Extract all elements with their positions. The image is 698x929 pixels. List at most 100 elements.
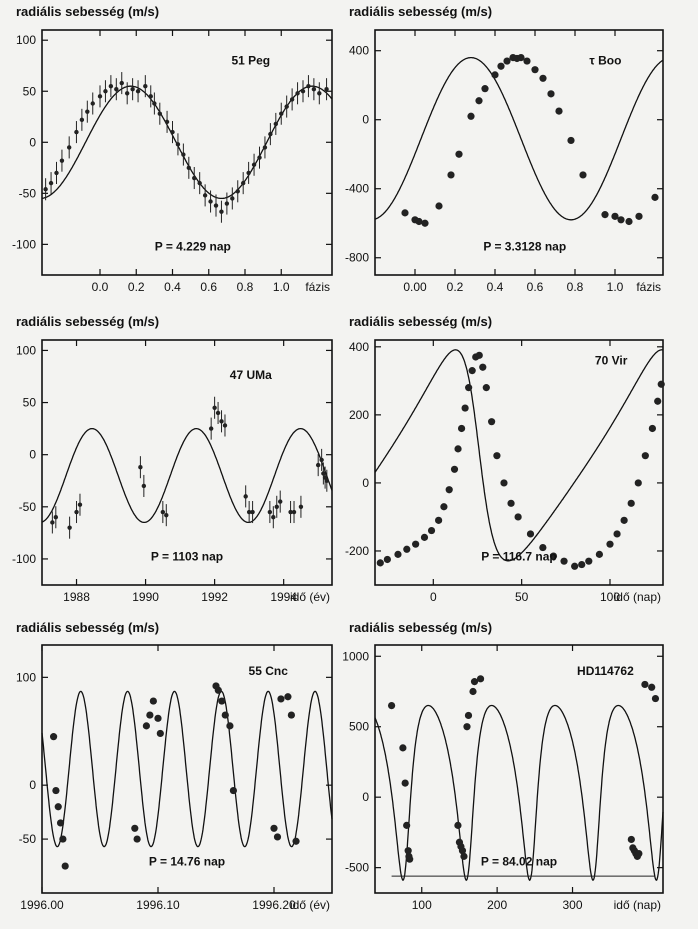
panel-1-data-point [66, 145, 72, 150]
panel-6-data-point [651, 694, 660, 703]
panel-4-data-point [500, 479, 508, 487]
panel-3-ytick-label: -50 [19, 500, 37, 514]
panel-1-ytick-label: 100 [16, 33, 36, 47]
panel-3-frame [41, 339, 333, 586]
panel-4-xtick-label: 50 [515, 590, 529, 604]
panel-1-data-point [152, 101, 157, 106]
panel-1-data-point [295, 91, 300, 96]
panel-1-period-label: P = 4.229 nap [155, 240, 231, 254]
panel-3-fit-curve [41, 427, 333, 524]
panel-1-data-point [197, 180, 202, 186]
panel-6-data-point [454, 821, 462, 829]
panel-1-data-point [224, 201, 230, 206]
panel-2-data-point [579, 171, 587, 179]
panel-1-data-point [119, 80, 124, 86]
panel-6-xtick-label: 200 [487, 898, 507, 912]
panel-6-ytick-label: -500 [345, 861, 369, 875]
panel-2-xlabel: fázis [636, 280, 661, 294]
panel-1-data-point [317, 91, 322, 96]
panel-1-data-point [300, 89, 306, 94]
panel-2-data-point [517, 54, 525, 62]
panel-6-fit-curve [374, 704, 664, 882]
panel-3-ytick-label: 0 [29, 448, 36, 462]
panel-3-data-point [324, 478, 330, 483]
panel-3-data-point [138, 464, 143, 470]
panel-4-ylabel: radiális sebesség (m/s) [349, 314, 492, 329]
panel-5-data-point [226, 722, 234, 730]
panel-3-data-point [160, 509, 166, 515]
panel-4-data-point [468, 367, 476, 375]
panel-3-ytick-label: 100 [16, 343, 36, 357]
panel-4-data-point [657, 380, 665, 388]
panel-4-frame [374, 339, 664, 586]
panel-3-data-point [215, 410, 221, 416]
panel-5-period-label: P = 14.76 nap [149, 855, 225, 869]
panel-4-ytick-label: 0 [362, 476, 369, 490]
panel-4-data-point [403, 545, 411, 553]
panel-3-data-point [164, 512, 169, 518]
panel-1-data-point [230, 196, 235, 201]
panel-1-data-point [170, 129, 175, 135]
panel-1-data-point [268, 131, 273, 137]
panel-6-data-point [476, 675, 485, 683]
panel-1-xtick-label: 0.8 [237, 280, 254, 294]
panel-4-data-point [394, 550, 402, 558]
panel-2-data-point [447, 171, 455, 179]
panel-6-ytick-label: 1000 [342, 649, 369, 663]
panel-2-data-point [491, 71, 499, 79]
panel-2-data-point [467, 112, 475, 120]
panel-3-data-point [288, 509, 293, 515]
panel-1-star-name: 51 Peg [231, 53, 270, 67]
panel-4-data-point [606, 540, 614, 548]
panel-3-xlabel: idő (év) [290, 590, 330, 604]
panel-2-data-point [481, 85, 489, 93]
panel-4-data-point [440, 503, 448, 511]
panel-5-ytick-label: 100 [16, 670, 36, 684]
panel-4-data-point [539, 543, 547, 552]
panel-2-ytick-label: 400 [349, 44, 369, 58]
panel-2-xtick-label: 0.8 [567, 280, 584, 294]
panel-6-ylabel: radiális sebesség (m/s) [349, 620, 492, 635]
panel-1-data-point [175, 142, 181, 147]
panel-5-data-point [59, 835, 67, 843]
panel-6-data-point [458, 847, 467, 855]
panel-4-data-point [412, 540, 420, 548]
panel-6-xtick-label: 300 [563, 898, 583, 912]
panel-5-data-point [270, 824, 278, 832]
panel-2-xtick-label: 0.00 [403, 280, 427, 294]
panel-1-data-point [246, 170, 251, 176]
panel-1-ytick-label: 50 [23, 84, 37, 98]
panel-4-data-point [435, 516, 443, 524]
panel-5-data-point [154, 714, 162, 722]
panel-1-data-point [251, 162, 257, 167]
panel-4-xlabel: idő (nap) [614, 590, 661, 604]
panel-3-data-point [274, 504, 279, 510]
panel-4-data-point [376, 559, 384, 567]
panel-1-xlabel: fázis [305, 280, 330, 294]
panel-1-data-point [74, 129, 79, 135]
panel-6-data-point [463, 723, 471, 731]
panel-1-xtick-label: 1.0 [273, 280, 290, 294]
panel-2-data-point [567, 136, 575, 145]
panel-1-xtick-label: 0.4 [164, 280, 181, 294]
panel-2-frame [374, 29, 664, 276]
panel-3-data-point [319, 457, 324, 463]
panel-1-xtick-label: 0.2 [128, 280, 145, 294]
panel-1-fit-curve [42, 85, 333, 200]
panel-3-data-point [315, 462, 321, 468]
panel-6-data-point [403, 821, 411, 829]
panel-5-xtick-label: 1996.10 [136, 898, 180, 912]
panel-5-data-point [131, 824, 139, 832]
panel-4-data-point [595, 550, 603, 558]
panel-4-data-point [585, 557, 593, 565]
panel-5-ytick-label: -50 [19, 832, 37, 846]
panel-1-data-point [219, 209, 224, 214]
panel-6-data-point [404, 847, 412, 855]
panel-3-ylabel: radiális sebesség (m/s) [16, 314, 159, 329]
panel-2-ytick-label: 0 [362, 113, 369, 127]
panel-2-data-point [401, 209, 409, 217]
panel-4-data-point [493, 452, 501, 460]
panel-1-xtick-label: 0.6 [200, 280, 217, 294]
panel-4-period-label: P = 116.7 nap [481, 550, 557, 564]
panel-5-data-point [221, 711, 229, 719]
